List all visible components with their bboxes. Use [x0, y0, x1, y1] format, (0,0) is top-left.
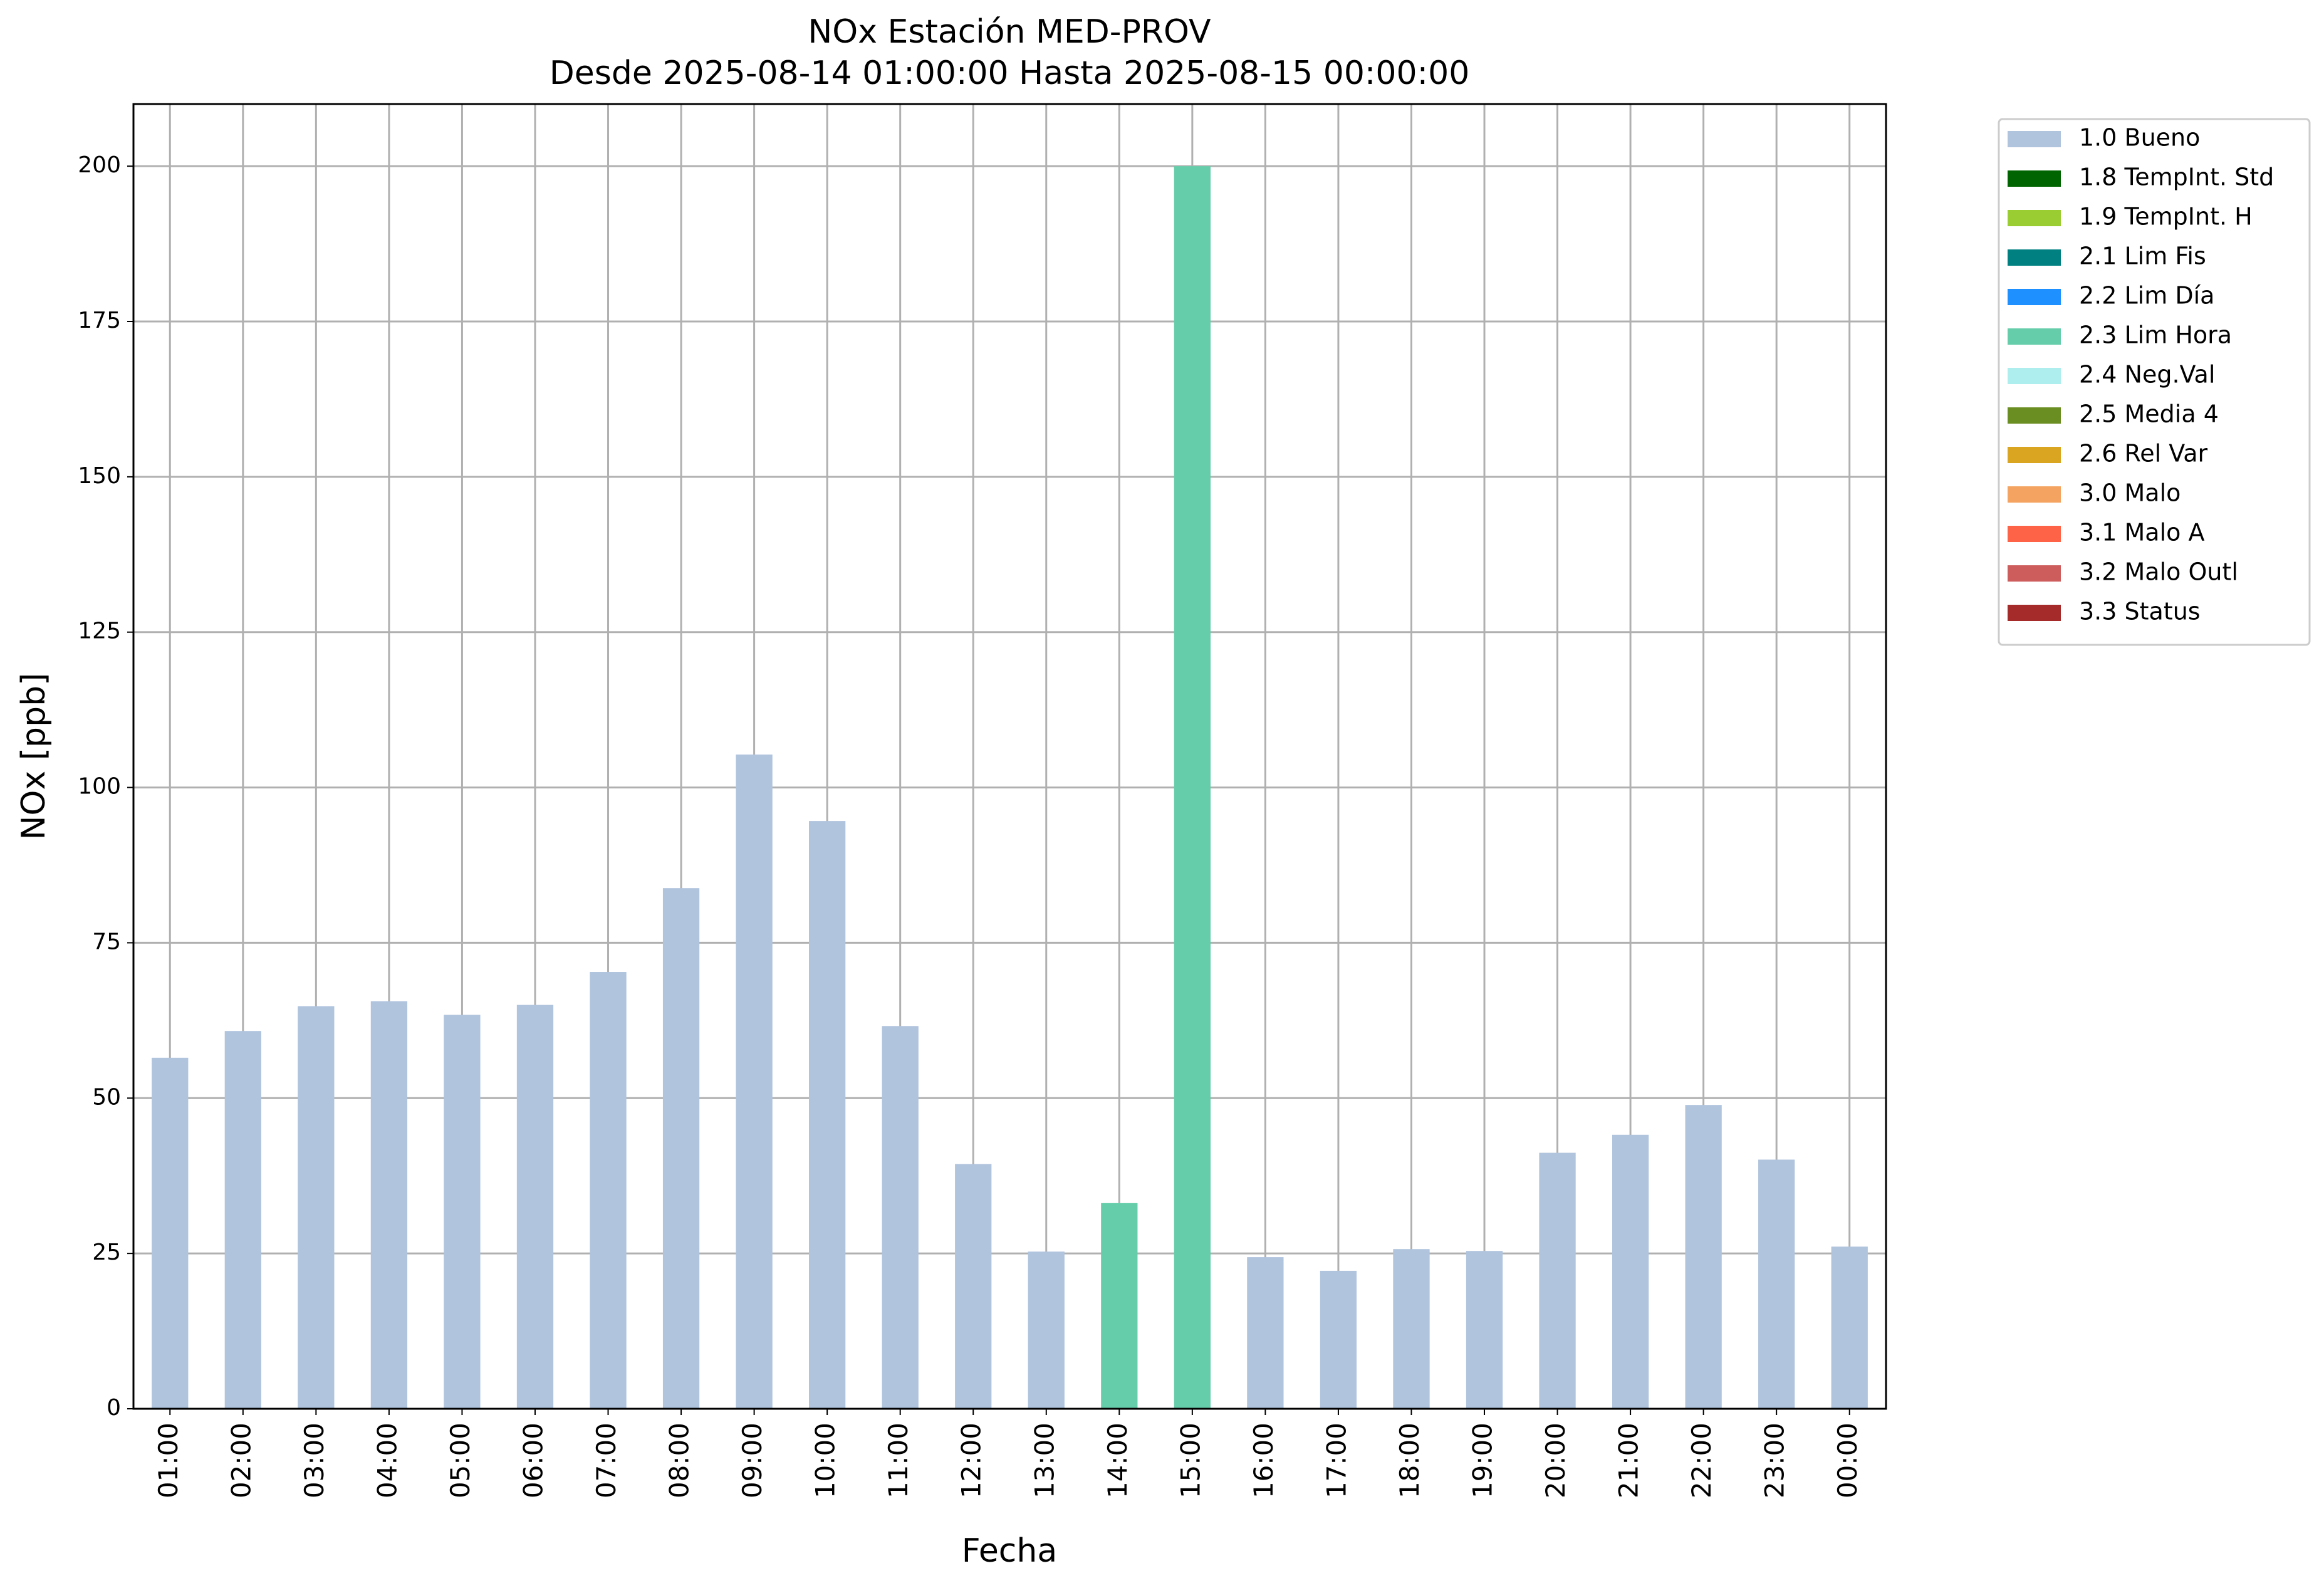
y-tick-label: 175: [78, 308, 121, 333]
x-axis-label: Fecha: [962, 1532, 1057, 1570]
bar: [1393, 1249, 1430, 1409]
bar: [1685, 1105, 1722, 1409]
bar: [809, 821, 846, 1409]
bar: [298, 1006, 335, 1409]
x-tick-label: 10:00: [810, 1423, 841, 1498]
x-tick-label: 23:00: [1759, 1423, 1790, 1498]
bar: [662, 888, 700, 1409]
bar: [1539, 1152, 1576, 1409]
bar: [1174, 166, 1211, 1409]
legend-swatch: [2008, 526, 2061, 542]
x-tick-label: 18:00: [1394, 1423, 1425, 1498]
legend-label: 2.5 Media 4: [2079, 400, 2219, 428]
bar: [1028, 1251, 1065, 1409]
x-tick-label: 08:00: [664, 1423, 695, 1498]
legend-swatch: [2008, 447, 2061, 463]
legend-swatch: [2008, 289, 2061, 305]
x-tick-label: 04:00: [372, 1423, 402, 1498]
x-tick-label: 09:00: [737, 1423, 768, 1498]
chart-subtitle: Desde 2025-08-14 01:00:00 Hasta 2025-08-…: [550, 55, 1470, 92]
x-tick-label: 03:00: [299, 1423, 330, 1498]
legend-label: 2.1 Lim Fis: [2079, 243, 2206, 270]
bar: [1831, 1246, 1868, 1409]
legend-label: 2.2 Lim Día: [2079, 282, 2214, 310]
plot-frame: [132, 103, 1887, 1410]
x-tick-label: 21:00: [1613, 1423, 1644, 1498]
bar: [1758, 1159, 1795, 1409]
legend-label: 2.6 Rel Var: [2079, 440, 2208, 468]
bar: [370, 1001, 408, 1409]
x-tick-label: 01:00: [153, 1423, 184, 1498]
y-tick-label: 200: [78, 152, 121, 178]
x-tick-label: 19:00: [1467, 1423, 1498, 1498]
bar: [444, 1015, 481, 1409]
y-tick-label: 50: [92, 1084, 121, 1110]
x-tick-label: 00:00: [1832, 1423, 1863, 1498]
legend-swatch: [2008, 210, 2061, 226]
legend-label: 1.8 TempInt. Std: [2079, 164, 2274, 191]
legend-swatch: [2008, 170, 2061, 187]
bar: [955, 1164, 992, 1409]
legend-frame: [1998, 118, 2311, 646]
legend-swatch: [2008, 328, 2061, 345]
legend-label: 2.4 Neg.Val: [2079, 361, 2215, 389]
x-tick-label: 13:00: [1029, 1423, 1060, 1498]
y-tick-label: 0: [107, 1395, 121, 1421]
bar: [1247, 1257, 1284, 1409]
y-tick-label: 125: [78, 619, 121, 644]
x-tick-label: 20:00: [1540, 1423, 1571, 1498]
y-tick-label: 75: [92, 929, 121, 954]
bar: [516, 1005, 554, 1409]
legend-swatch: [2008, 407, 2061, 424]
x-tick-label: 05:00: [445, 1423, 476, 1498]
bar: [1101, 1203, 1138, 1409]
y-axis-label: NOx [ppb]: [15, 673, 53, 840]
x-tick-label: 02:00: [226, 1423, 256, 1498]
x-tick-label: 16:00: [1248, 1423, 1279, 1498]
x-tick-label: 14:00: [1102, 1423, 1133, 1498]
legend-label: 3.0 Malo: [2079, 479, 2181, 507]
legend-swatch: [2008, 565, 2061, 582]
x-tick-label: 15:00: [1175, 1423, 1206, 1498]
legend-label: 3.1 Malo A: [2079, 519, 2204, 546]
bar: [152, 1057, 189, 1409]
bar: [590, 972, 627, 1409]
chart-title: NOx Estación MED-PROV: [808, 13, 1211, 51]
x-tick-label: 22:00: [1686, 1423, 1717, 1498]
bar: [224, 1031, 261, 1409]
legend-label: 3.2 Malo Outl: [2079, 558, 2238, 586]
legend-label: 1.0 Bueno: [2079, 124, 2200, 152]
legend-swatch: [2008, 249, 2061, 266]
legend-swatch: [2008, 605, 2061, 621]
bar: [882, 1026, 919, 1409]
x-tick-label: 11:00: [883, 1423, 914, 1498]
x-tick-label: 06:00: [518, 1423, 548, 1498]
bar: [1612, 1134, 1649, 1409]
legend-swatch: [2008, 131, 2061, 147]
bar: [736, 755, 773, 1409]
bar: [1466, 1251, 1503, 1409]
x-tick-label: 07:00: [591, 1423, 622, 1498]
legend-swatch: [2008, 486, 2061, 503]
y-tick-label: 150: [78, 463, 121, 489]
x-tick-label: 12:00: [956, 1423, 987, 1498]
y-tick-label: 25: [92, 1240, 121, 1265]
legend-swatch: [2008, 368, 2061, 384]
bar: [1320, 1270, 1357, 1409]
legend-label: 2.3 Lim Hora: [2079, 321, 2232, 349]
y-tick-label: 100: [78, 774, 121, 800]
legend-label: 3.3 Status: [2079, 598, 2201, 625]
legend-label: 1.9 TempInt. H: [2079, 203, 2253, 231]
x-tick-label: 17:00: [1321, 1423, 1352, 1498]
